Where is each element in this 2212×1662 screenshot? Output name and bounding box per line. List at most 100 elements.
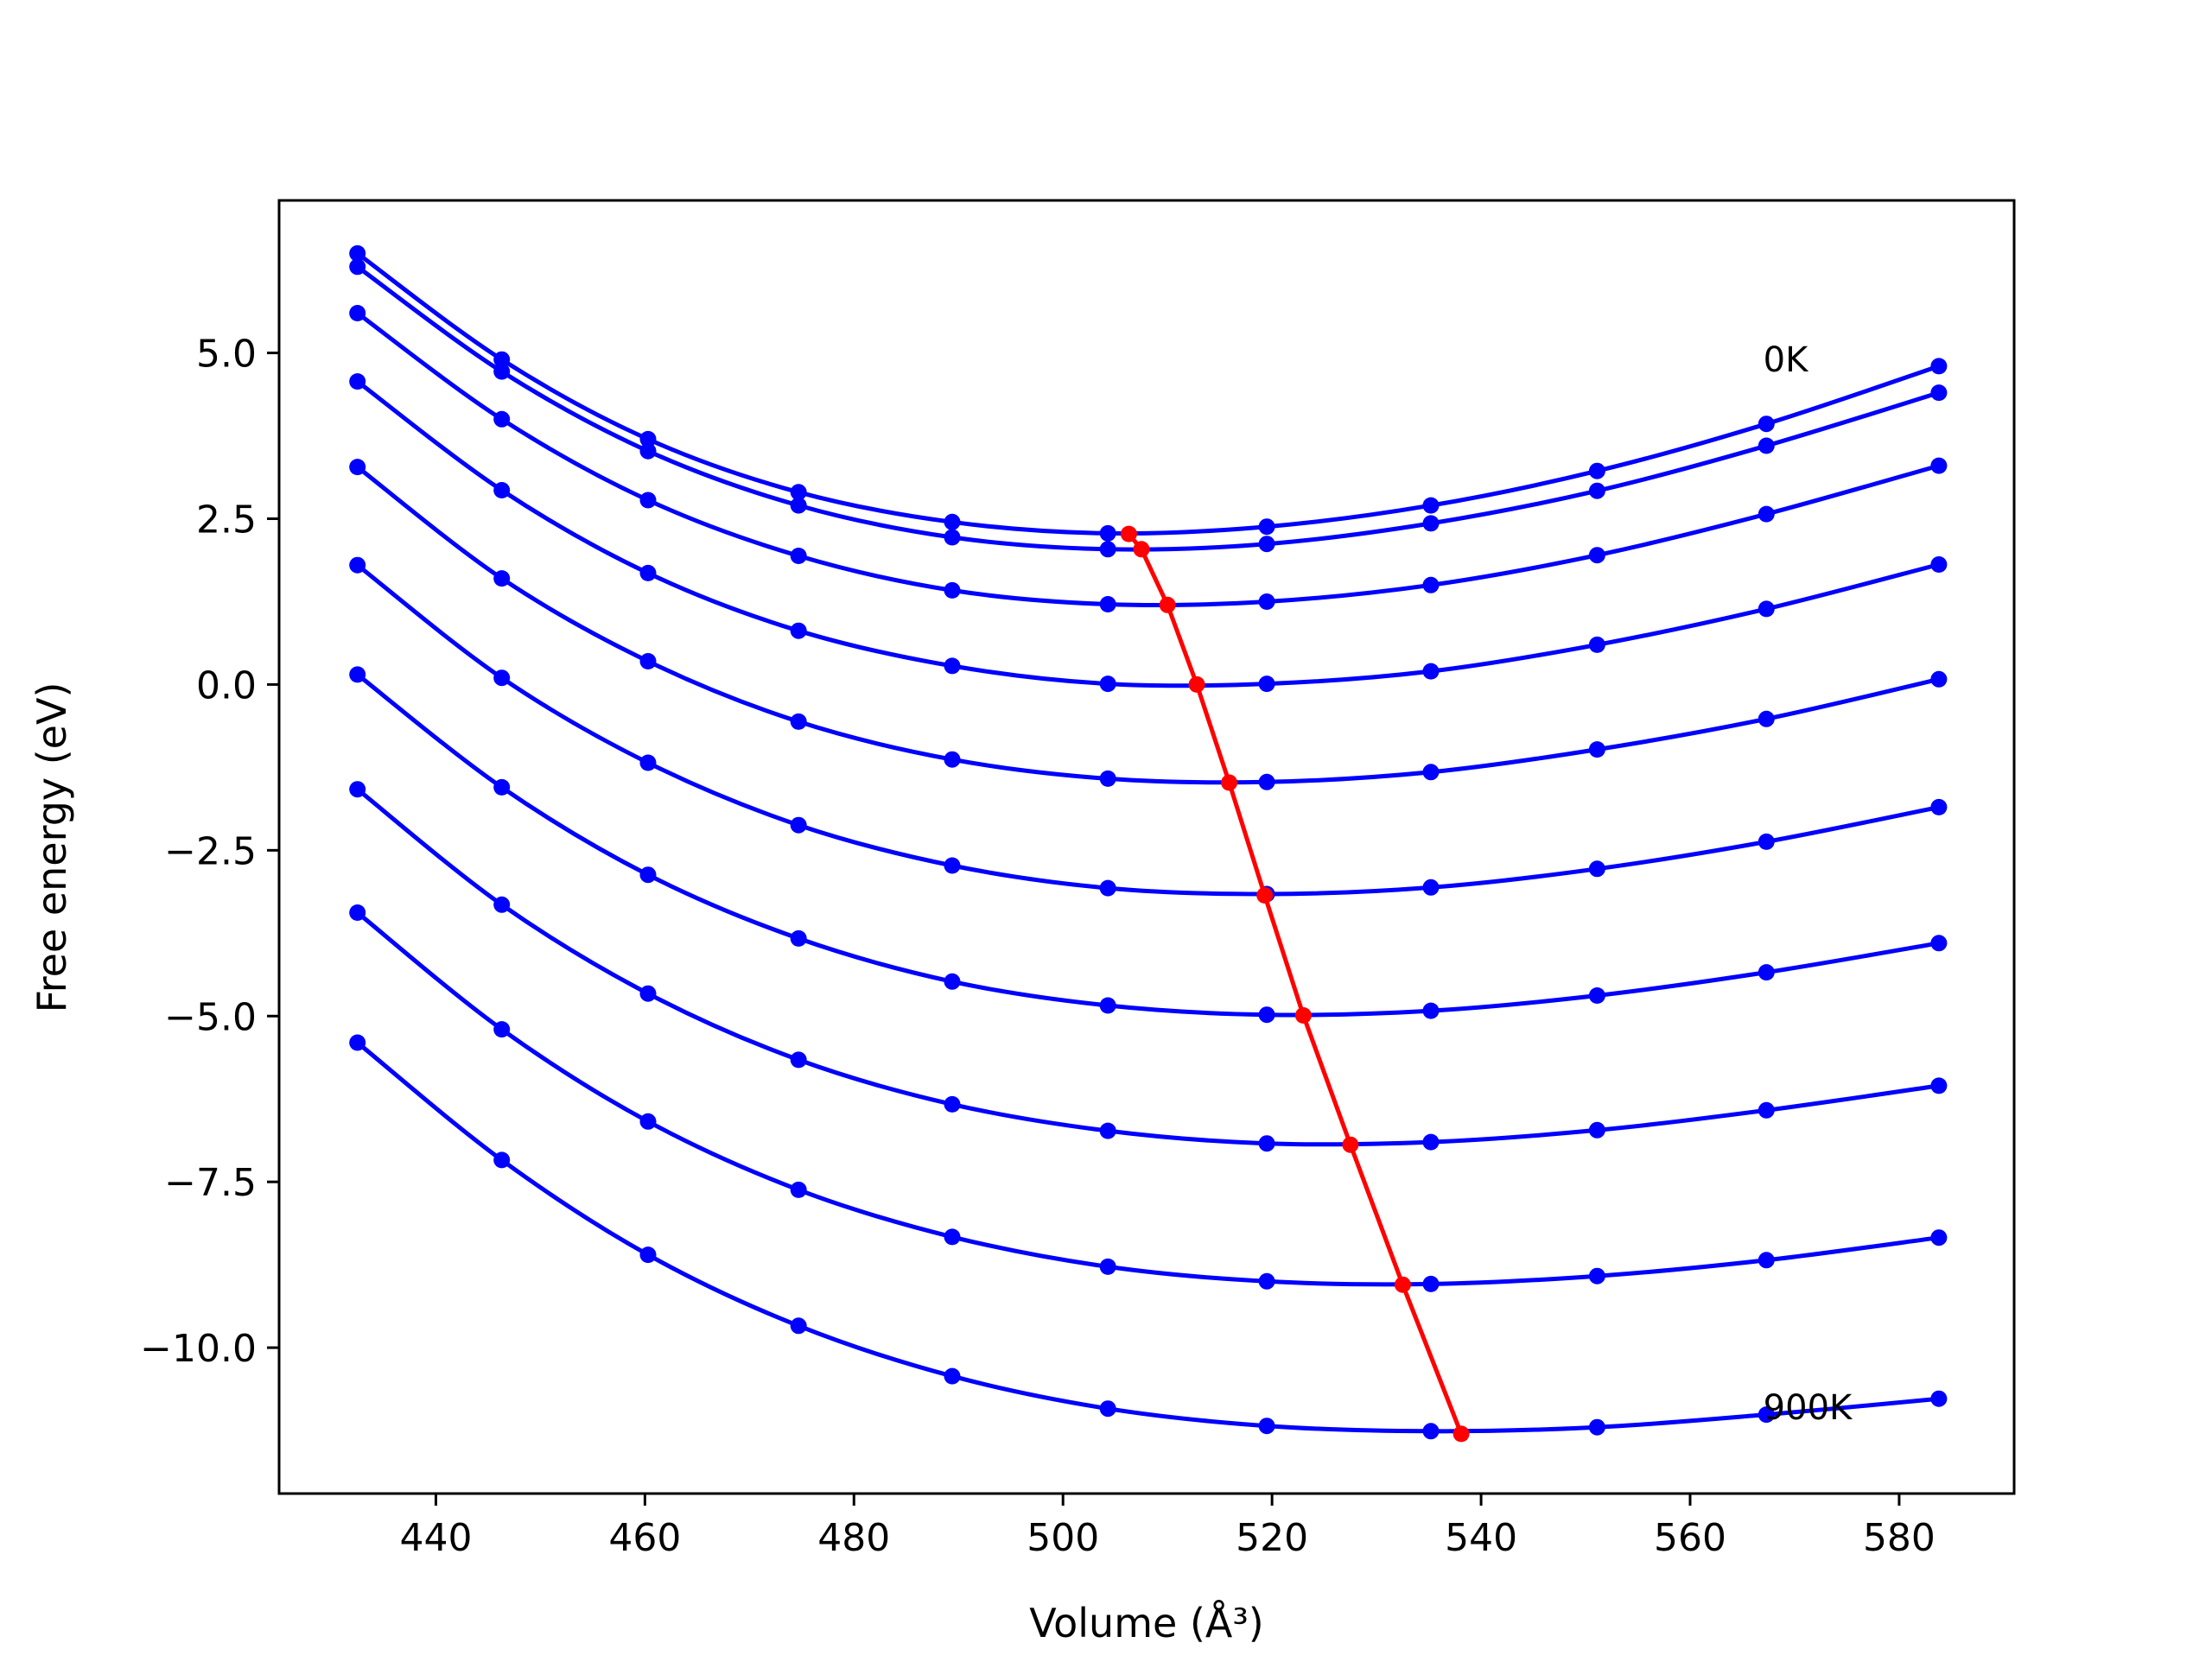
series-point [349,556,366,574]
series-point [1422,663,1440,680]
series-point [1930,384,1948,402]
series-point [1258,536,1275,553]
series-point [1930,935,1948,952]
x-tick-label: 580 [1863,1516,1936,1560]
series-point [944,751,961,768]
series-point [944,1095,961,1113]
series-point [790,713,807,730]
series-point [1258,1135,1275,1152]
series-point [1099,676,1116,693]
series-point [1758,437,1775,454]
series-point [1099,541,1116,558]
series-point [1258,1272,1275,1290]
series-point [1588,547,1605,564]
series-point [790,929,807,947]
series-point [944,581,961,599]
series-point [639,653,657,669]
x-tick-label: 500 [1027,1516,1099,1560]
minimum-line [1127,532,1464,1435]
series-point [1099,1400,1116,1418]
series-point [493,570,511,587]
series-line [356,1041,1940,1434]
y-tick-label: 0.0 [196,663,257,707]
series-point [1258,593,1275,610]
series-point [1930,1077,1948,1094]
series-point [349,305,366,321]
series-point [349,781,366,798]
series-point [493,896,511,913]
series-point [493,1021,511,1038]
series-point [1258,676,1275,693]
series-point [944,657,961,675]
y-axis-label: Free energy (eV) [29,682,75,1013]
series-point [1758,710,1775,727]
series-point [1099,596,1116,612]
y-tick-label: −7.5 [164,1161,257,1205]
series-point [639,1113,657,1130]
series-point [1099,770,1116,787]
series-point [1588,636,1605,653]
plot-frame [277,199,2016,1495]
series-point [1422,1002,1440,1019]
series-point [790,548,807,564]
y-tick-label: −5.0 [164,995,257,1039]
x-tick-label: 540 [1445,1516,1517,1560]
series-point [1099,997,1116,1014]
series-point [493,363,511,380]
series-point [944,973,961,990]
series-point [1758,416,1775,433]
series-point [790,816,807,834]
series-point [1758,833,1775,850]
series-point [1258,518,1275,536]
series-point [1930,457,1948,474]
series-point [639,564,657,581]
minimum-point [1221,774,1238,791]
series-point [639,866,657,884]
y-tick-label: 5.0 [196,333,257,377]
series-point [1422,1133,1440,1151]
x-tick-label: 460 [608,1516,681,1560]
series-point [349,666,366,683]
series-point [1758,1406,1775,1424]
series-point [639,985,657,1002]
minimum-point [1452,1425,1470,1443]
series-point [1930,358,1948,375]
series-point [493,1151,511,1169]
series-point [790,484,807,501]
minimum-point [1394,1276,1411,1293]
x-tick-label: 520 [1236,1516,1308,1560]
series-point [1422,1423,1440,1440]
series-point [1422,497,1440,514]
series-point [349,373,366,390]
series-line [356,264,1940,552]
series-point [1258,773,1275,790]
minimum-point [1120,525,1137,542]
series-point [1588,987,1605,1004]
series-point [1930,556,1948,573]
x-tick-label: 480 [817,1516,890,1560]
series-point [493,482,511,498]
series-point [1758,505,1775,523]
series-point [493,351,511,368]
series-point [944,1367,961,1385]
series-point [1588,482,1605,499]
minimum-point [1159,596,1176,613]
series-point [639,1246,657,1264]
x-tick-label: 440 [399,1516,472,1560]
series-point [349,258,366,276]
series-line [356,910,1940,1287]
series-point [1099,1258,1116,1275]
series-point [639,754,657,771]
series-point [1758,964,1775,981]
series-point [790,497,807,514]
series-point [790,1181,807,1198]
series-point [1588,741,1605,758]
series-point [349,459,366,476]
series-point [944,857,961,874]
curves-layer [349,244,1948,1440]
series-point [639,492,657,509]
series-point [1930,798,1948,815]
y-tick-label: 2.5 [196,498,257,542]
